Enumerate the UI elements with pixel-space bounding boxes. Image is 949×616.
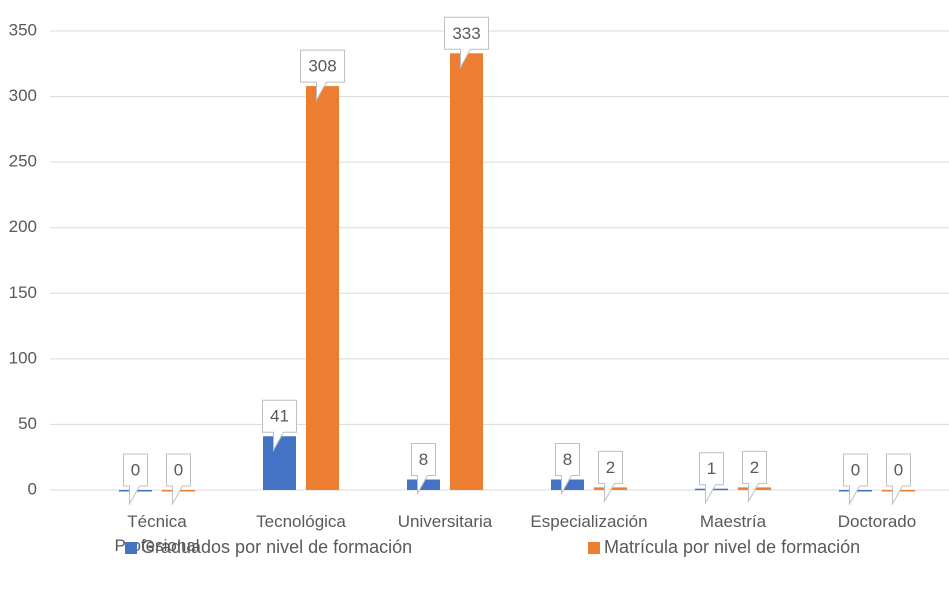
y-tick-label: 250	[9, 152, 37, 171]
label-callout	[699, 452, 724, 505]
y-tick-label: 200	[9, 217, 37, 236]
label-callout	[411, 443, 436, 496]
label-callout	[262, 399, 297, 453]
data-label: 333	[452, 24, 480, 43]
label-callout	[886, 453, 911, 506]
legend-label: Matrícula por nivel de formación	[604, 537, 861, 557]
data-label: 308	[308, 57, 336, 76]
bar	[450, 53, 483, 491]
x-tick-label: Tecnológica	[256, 512, 346, 531]
y-tick-label: 50	[18, 414, 37, 433]
y-tick-label: 300	[9, 86, 37, 105]
data-label: 2	[750, 458, 759, 477]
y-tick-label: 0	[28, 479, 37, 498]
x-tick-label: Maestría	[699, 512, 767, 531]
x-tick-label: Doctorado	[837, 512, 917, 531]
label-callout	[598, 450, 623, 504]
data-label: 0	[851, 460, 860, 479]
label-callout	[123, 453, 148, 506]
legend-item: Graduados por nivel de formación	[125, 537, 412, 558]
bar	[263, 436, 296, 490]
data-label: 41	[270, 407, 289, 426]
x-tick-label: Universitaria	[397, 512, 493, 531]
bar	[306, 86, 339, 490]
bar	[407, 479, 440, 490]
data-label: 2	[606, 458, 615, 477]
data-label: 8	[563, 450, 572, 469]
data-label: 0	[174, 460, 183, 479]
legend-swatch	[125, 541, 137, 554]
data-label: 8	[419, 450, 428, 469]
y-tick-label: 150	[9, 283, 37, 302]
label-callout	[444, 16, 489, 70]
bar	[551, 479, 584, 490]
label-callout	[742, 450, 767, 504]
data-label: 0	[131, 460, 140, 479]
legend-item: Matrícula por nivel de formación	[588, 537, 860, 558]
data-label: 1	[707, 459, 716, 478]
legend-label: Graduados por nivel de formación	[141, 537, 413, 557]
label-callout	[555, 443, 580, 496]
label-callout	[843, 453, 868, 506]
data-label: 0	[894, 460, 903, 479]
label-callout	[300, 49, 345, 103]
legend-swatch	[588, 541, 600, 554]
label-callout	[166, 453, 191, 506]
y-tick-label: 100	[9, 348, 37, 367]
y-tick-label: 350	[9, 20, 37, 39]
x-tick-label: Especialización	[530, 512, 648, 531]
